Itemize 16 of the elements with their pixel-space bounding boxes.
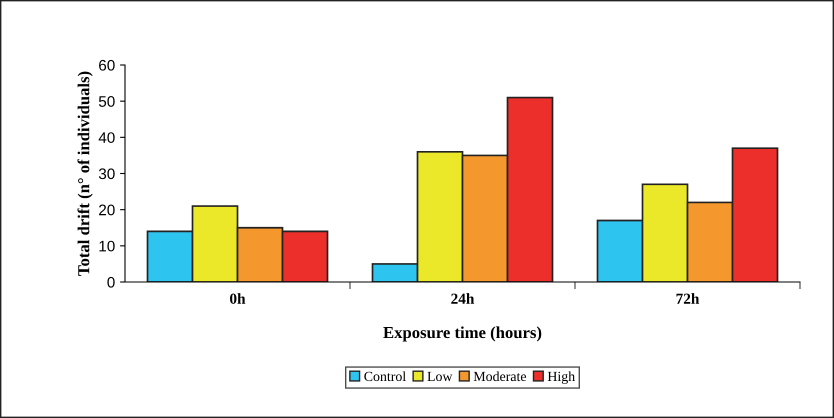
y-tick-label: 10	[99, 240, 115, 252]
x-tick-label: 72h	[676, 293, 700, 304]
x-tick-label: 0h	[230, 293, 246, 304]
y-tick-label: 60	[99, 60, 115, 71]
y-tick-label: 20	[99, 204, 115, 216]
x-axis-title: Exposure time (hours)	[383, 326, 542, 342]
legend-label: Moderate	[474, 371, 526, 382]
y-tick-label: 50	[98, 96, 115, 107]
y-axis-title: Total drift (n° of individuals)	[77, 72, 93, 276]
y-tick-label: 0	[107, 276, 115, 288]
y-tick-label: 40	[98, 132, 115, 144]
y-tick-label: 30	[98, 168, 115, 180]
legend-label: Control	[364, 371, 406, 382]
legend-label: High	[548, 371, 575, 384]
x-tick-label: 24h	[451, 293, 474, 304]
legend-label: Low	[427, 372, 452, 382]
